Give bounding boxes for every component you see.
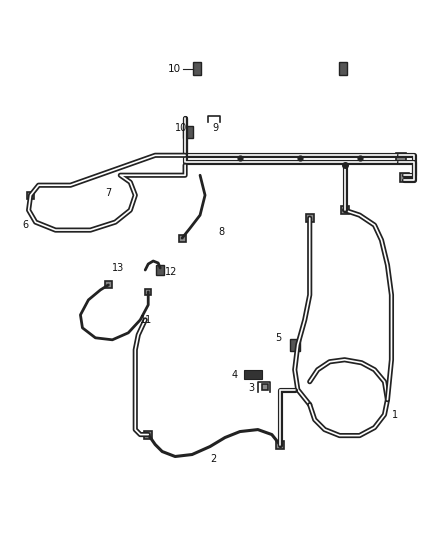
Text: 7: 7 bbox=[106, 188, 112, 198]
Text: 6: 6 bbox=[23, 220, 29, 230]
Bar bbox=[105, 281, 112, 288]
Bar bbox=[339, 61, 346, 76]
Text: 13: 13 bbox=[112, 263, 124, 273]
Text: 2: 2 bbox=[210, 455, 216, 464]
Bar bbox=[276, 441, 284, 449]
Bar bbox=[183, 126, 193, 139]
Text: 12: 12 bbox=[165, 267, 177, 277]
Bar bbox=[290, 339, 300, 351]
Bar bbox=[262, 384, 268, 390]
Text: 10: 10 bbox=[175, 123, 187, 133]
Bar bbox=[27, 192, 34, 199]
Bar bbox=[306, 214, 314, 222]
FancyBboxPatch shape bbox=[244, 370, 262, 379]
Bar bbox=[156, 265, 164, 275]
Text: 1: 1 bbox=[392, 410, 399, 419]
Text: 10: 10 bbox=[168, 63, 181, 74]
Text: 3: 3 bbox=[248, 383, 254, 393]
Text: 9: 9 bbox=[212, 123, 218, 133]
Bar bbox=[179, 235, 186, 241]
Text: 4: 4 bbox=[232, 370, 238, 379]
Bar bbox=[193, 61, 201, 76]
Bar bbox=[400, 173, 409, 182]
Bar bbox=[341, 206, 349, 214]
Text: 11: 11 bbox=[140, 315, 152, 325]
Text: 5: 5 bbox=[275, 333, 281, 343]
Bar bbox=[145, 289, 151, 295]
Bar bbox=[396, 154, 406, 163]
Bar bbox=[144, 431, 152, 439]
Text: 8: 8 bbox=[218, 227, 224, 237]
